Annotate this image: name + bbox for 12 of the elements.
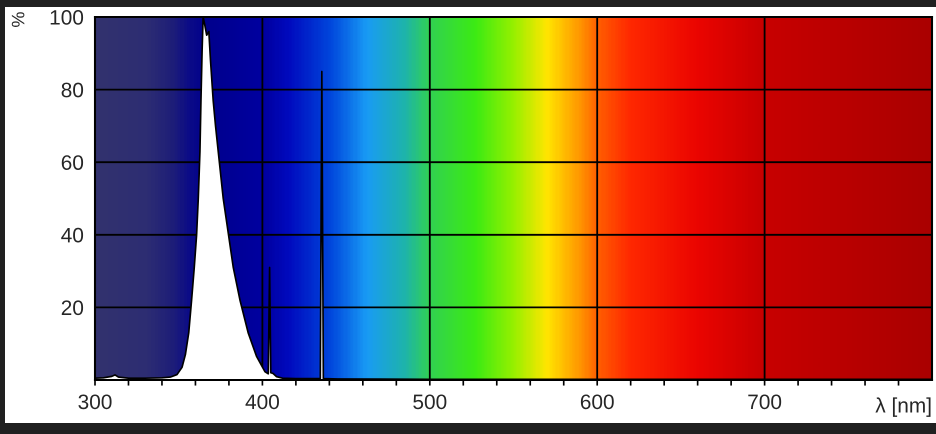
x-axis-title: λ [nm]: [875, 397, 931, 417]
y-tick-label: 80: [62, 82, 84, 98]
x-tick-label: 300: [78, 394, 112, 410]
y-axis-title: %: [12, 12, 24, 27]
x-tick-label: 600: [580, 394, 614, 410]
x-tick-label: 500: [413, 394, 446, 410]
x-tick-label: 400: [246, 394, 279, 410]
y-tick-label: 60: [62, 155, 84, 170]
y-tick-label: 20: [62, 300, 84, 316]
y-tick-label: 40: [61, 228, 84, 243]
x-tick-label: 700: [748, 394, 782, 410]
y-tick-label: 100: [50, 10, 84, 25]
